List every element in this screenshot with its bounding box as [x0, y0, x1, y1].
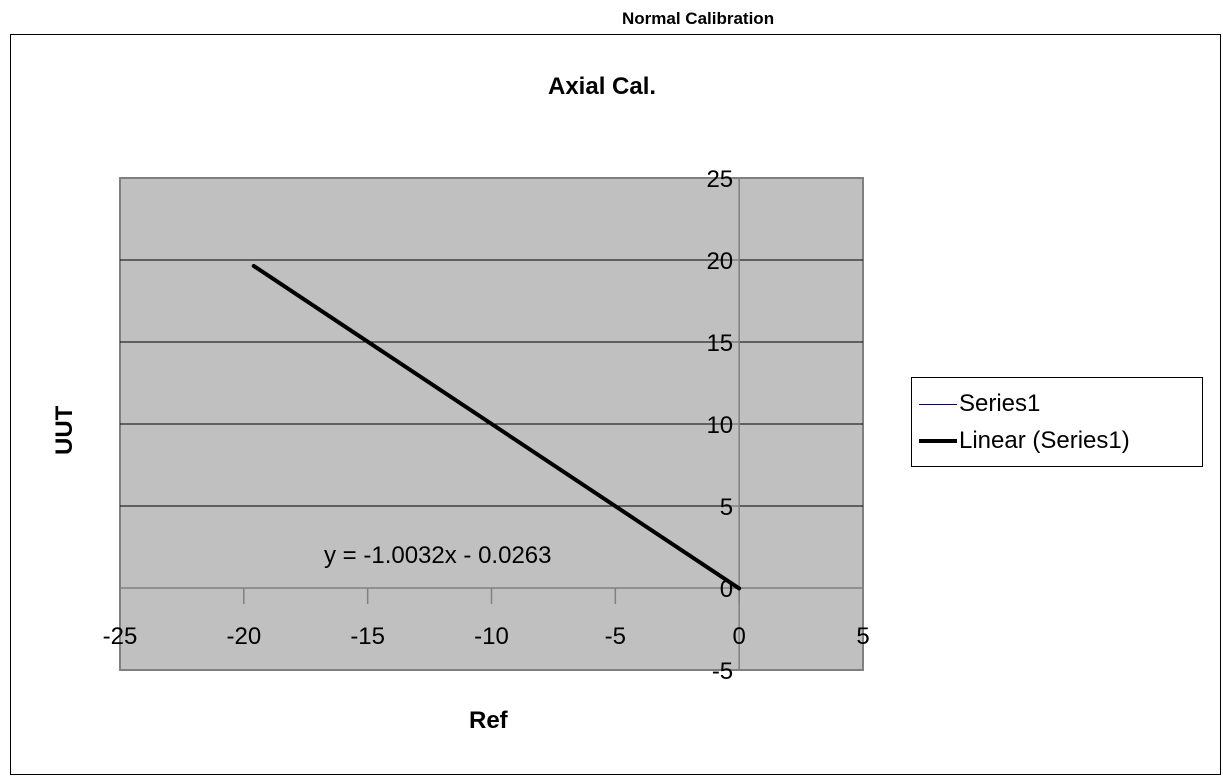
- legend-item-series1: Series1: [919, 389, 1040, 419]
- legend-swatch-trendline: [919, 439, 957, 443]
- trendline-equation: y = -1.0032x - 0.0263: [324, 542, 552, 569]
- x-tick-label: 5: [856, 623, 869, 650]
- legend-swatch-series1: [919, 403, 957, 405]
- y-tick-label: -5: [712, 658, 733, 685]
- trendline: [251, 263, 742, 591]
- x-tick-label: -5: [605, 623, 626, 650]
- chart-title: Axial Cal.: [548, 73, 657, 100]
- x-axis-label: Ref: [469, 707, 508, 734]
- y-tick-label: 20: [706, 248, 733, 275]
- x-tick-label: -15: [350, 623, 385, 650]
- y-axis-label: UUT: [51, 405, 78, 455]
- page-header: Normal Calibration: [622, 9, 775, 28]
- x-tick-label: -20: [226, 623, 261, 650]
- y-tick-label: 10: [706, 412, 733, 439]
- y-tick-label: 25: [706, 166, 733, 193]
- legend: Series1 Linear (Series1): [911, 377, 1203, 467]
- chart-area: [10, 34, 1221, 775]
- y-tick-label: 15: [706, 330, 733, 357]
- x-tick-label: -10: [474, 623, 509, 650]
- legend-label-trendline: Linear (Series1): [959, 427, 1130, 454]
- legend-label-series1: Series1: [959, 390, 1041, 417]
- x-tick-label: 0: [732, 623, 745, 650]
- x-tick-label: -25: [103, 623, 138, 650]
- trendline-layer: [251, 263, 742, 591]
- y-tick-label: 5: [720, 494, 733, 521]
- legend-item-trendline: Linear (Series1): [919, 426, 1130, 456]
